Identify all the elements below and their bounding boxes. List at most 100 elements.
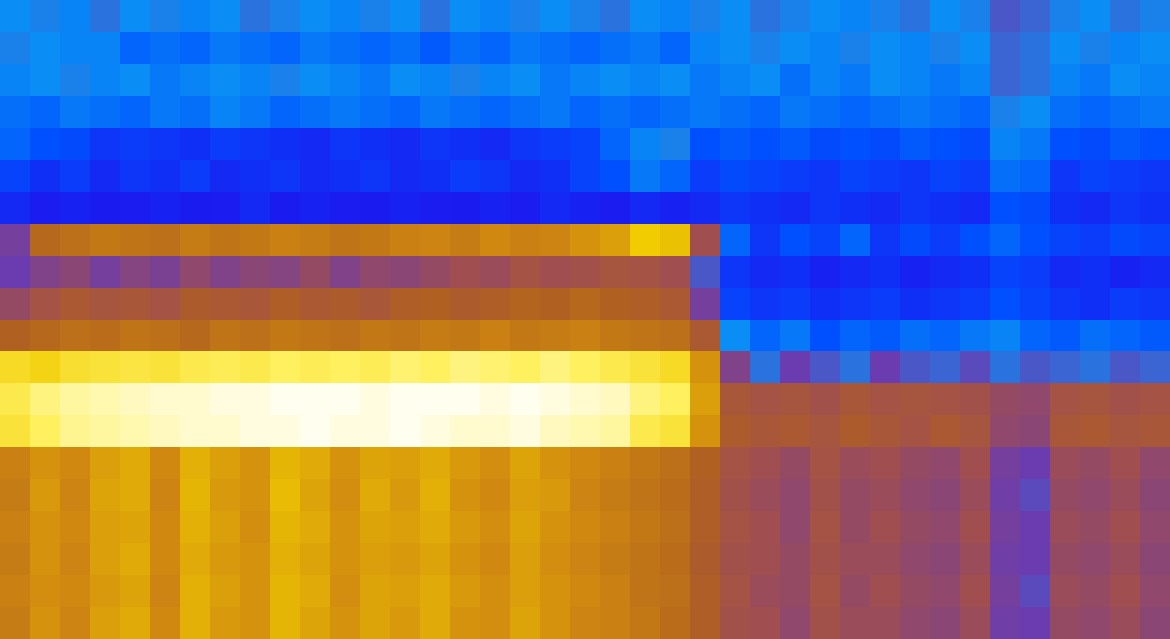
heatmap-cell: [960, 96, 991, 129]
heatmap-cell: [660, 543, 691, 576]
heatmap-cell: [990, 128, 1021, 161]
heatmap-cell: [600, 256, 631, 289]
heatmap-cell: [270, 0, 301, 33]
heatmap-cell: [720, 607, 751, 639]
heatmap-cell: [630, 256, 661, 289]
heatmap-cell: [1020, 192, 1051, 225]
heatmap-cell: [630, 160, 661, 193]
heatmap-cell: [270, 479, 301, 512]
heatmap-cell: [930, 256, 961, 289]
heatmap-cell: [300, 575, 331, 608]
heatmap-cell: [210, 224, 241, 257]
heatmap-cell: [690, 351, 721, 384]
heatmap-cell: [780, 511, 811, 544]
heatmap-cell: [300, 64, 331, 97]
heatmap-cell: [360, 351, 391, 384]
heatmap-cell: [870, 128, 901, 161]
heatmap-cell: [390, 447, 421, 480]
heatmap-cell: [450, 0, 481, 33]
heatmap-cell: [990, 607, 1021, 639]
heatmap-cell: [0, 415, 31, 448]
heatmap-cell: [1140, 479, 1170, 512]
heatmap-cell: [870, 575, 901, 608]
heatmap-cell: [0, 0, 31, 33]
heatmap-cell: [960, 64, 991, 97]
heatmap-cell: [510, 607, 541, 639]
heatmap-cell: [660, 511, 691, 544]
heatmap-cell: [1080, 479, 1111, 512]
heatmap-cell: [990, 479, 1021, 512]
heatmap-cell: [1050, 320, 1081, 353]
heatmap-cell: [120, 32, 151, 65]
heatmap-cell: [540, 0, 571, 33]
heatmap-cell: [420, 96, 451, 129]
heatmap-cell: [510, 543, 541, 576]
heatmap-cell: [1110, 351, 1141, 384]
heatmap-cell: [180, 320, 211, 353]
heatmap-cell: [0, 543, 31, 576]
heatmap-cell: [420, 575, 451, 608]
heatmap-cell: [690, 447, 721, 480]
heatmap-cell: [60, 224, 91, 257]
heatmap-cell: [720, 320, 751, 353]
heatmap-cell: [420, 511, 451, 544]
heatmap-cell: [750, 0, 781, 33]
heatmap-cell: [570, 479, 601, 512]
heatmap-cell: [630, 320, 661, 353]
heatmap-cell: [720, 192, 751, 225]
heatmap-cell: [780, 447, 811, 480]
heatmap-cell: [1080, 0, 1111, 33]
heatmap-cell: [1020, 383, 1051, 416]
heatmap-cell: [450, 447, 481, 480]
heatmap-cell: [720, 415, 751, 448]
heatmap-cell: [180, 288, 211, 321]
heatmap-cell: [990, 0, 1021, 33]
heatmap-cell: [810, 96, 841, 129]
heatmap-cell: [390, 128, 421, 161]
heatmap-cell: [330, 320, 361, 353]
heatmap-cell: [960, 288, 991, 321]
heatmap-cell: [750, 32, 781, 65]
heatmap-cell: [930, 543, 961, 576]
heatmap-cell: [600, 64, 631, 97]
heatmap-cell: [480, 160, 511, 193]
heatmap-cell: [1020, 543, 1051, 576]
heatmap-cell: [330, 64, 361, 97]
heatmap-cell: [120, 0, 151, 33]
heatmap-cell: [30, 575, 61, 608]
heatmap-cell: [570, 96, 601, 129]
heatmap-cell: [900, 256, 931, 289]
heatmap-cell: [900, 32, 931, 65]
heatmap-cell: [450, 288, 481, 321]
heatmap-cell: [1080, 192, 1111, 225]
heatmap-cell: [150, 351, 181, 384]
spectrogram: [0, 0, 1170, 639]
heatmap-cell: [480, 607, 511, 639]
heatmap-cell: [1020, 128, 1051, 161]
heatmap-cell: [270, 447, 301, 480]
heatmap-cell: [840, 383, 871, 416]
heatmap-cell: [630, 96, 661, 129]
heatmap-cell: [870, 0, 901, 33]
heatmap-cell: [900, 543, 931, 576]
heatmap-cell: [30, 383, 61, 416]
heatmap-cell: [660, 0, 691, 33]
heatmap-cell: [180, 64, 211, 97]
heatmap-cell: [1020, 288, 1051, 321]
heatmap-cell: [1080, 64, 1111, 97]
heatmap-cell: [1140, 0, 1170, 33]
heatmap-cell: [390, 0, 421, 33]
heatmap-cell: [120, 224, 151, 257]
heatmap-cell: [60, 607, 91, 639]
heatmap-cell: [720, 447, 751, 480]
heatmap-cell: [60, 192, 91, 225]
heatmap-cell: [990, 224, 1021, 257]
heatmap-cell: [720, 511, 751, 544]
heatmap-cell: [570, 607, 601, 639]
heatmap-cell: [900, 415, 931, 448]
heatmap-cell: [60, 415, 91, 448]
heatmap-cell: [990, 351, 1021, 384]
heatmap-cell: [450, 32, 481, 65]
heatmap-cell: [540, 288, 571, 321]
heatmap-cell: [210, 160, 241, 193]
